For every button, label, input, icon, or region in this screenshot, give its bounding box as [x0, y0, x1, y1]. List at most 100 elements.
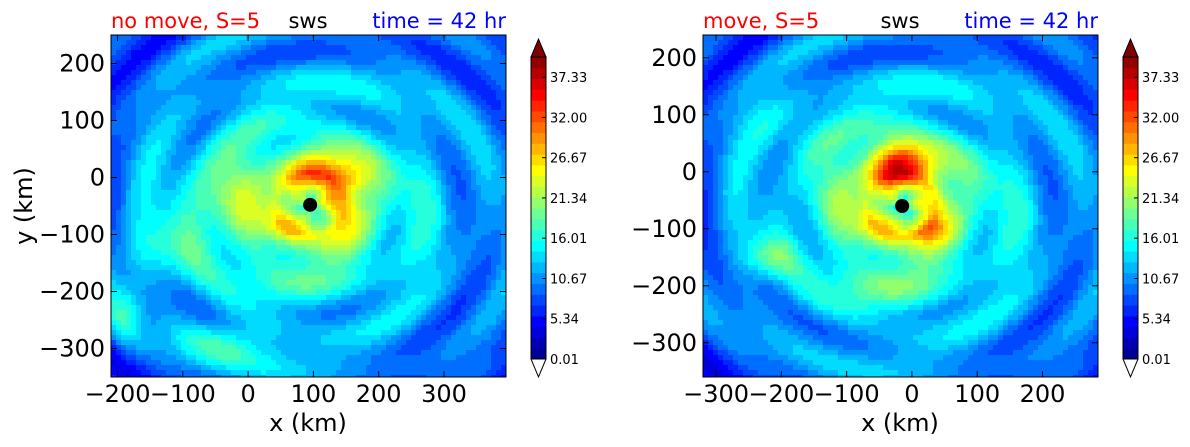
colorbar-band: [531, 186, 546, 198]
y-tick-label: 100: [59, 107, 105, 135]
colorbar-band: [1123, 261, 1138, 274]
colorbar-tick-label: 37.33: [1142, 71, 1179, 86]
x-tick-label: −200: [85, 380, 151, 408]
colorbar-band: [531, 261, 546, 274]
x-tick-label: 100: [954, 380, 1000, 408]
colorbar-tick-label: 10.67: [550, 272, 587, 287]
colorbar-band: [531, 100, 546, 112]
colorbar-tick-label: 21.34: [550, 192, 587, 207]
contour-field-no-move: [111, 35, 506, 377]
title-case: no move, S=5: [111, 9, 260, 33]
colorbar-band: [1123, 218, 1138, 231]
x-axis-label: x (km): [861, 409, 939, 437]
plot-frame: [110, 34, 507, 378]
x-tick-label: −200: [748, 380, 814, 408]
colorbar-frame: [530, 56, 547, 360]
colorbar-band: [531, 240, 546, 252]
colorbar-band: [1123, 57, 1138, 69]
colorbar-band: [531, 154, 546, 166]
colorbar-band: [1123, 315, 1138, 328]
colorbar-band: [531, 110, 546, 123]
colorbar-frame: [1122, 56, 1139, 360]
colorbar-tick-label: 26.67: [1142, 152, 1179, 167]
colorbar-band: [1123, 240, 1138, 252]
colorbar-band: [1123, 186, 1138, 198]
contour-field-move: [703, 35, 1098, 377]
colorbar-band: [1123, 78, 1138, 90]
colorbar-band: [1123, 197, 1138, 209]
colorbar-band: [1123, 229, 1138, 241]
x-tick-label: 0: [904, 380, 919, 408]
colorbar-band: [531, 229, 546, 241]
x-tick-label: 300: [421, 380, 467, 408]
y-tick-label: −200: [631, 272, 697, 300]
colorbar-tick-label: 16.01: [1142, 232, 1179, 247]
colorbar-tick-label: 21.34: [1142, 192, 1179, 207]
colorbar-band: [531, 218, 546, 231]
colorbar-band: [1123, 294, 1138, 306]
y-axis-label: y (km): [10, 167, 38, 245]
title-case: move, S=5: [703, 9, 819, 33]
title-time: time = 42 hr: [372, 9, 506, 33]
colorbar-band: [1123, 251, 1138, 263]
colorbar-band: [1123, 154, 1138, 166]
colorbar-band: [1123, 175, 1138, 187]
colorbar-extend-min: [530, 358, 547, 379]
colorbar-band: [1123, 337, 1138, 349]
storm-center-marker: [303, 197, 318, 212]
colorbar-band: [531, 294, 546, 306]
storm-center-marker: [895, 199, 910, 213]
colorbar-band: [531, 348, 546, 360]
colorbar-band: [531, 305, 546, 317]
x-tick-label: −100: [814, 380, 880, 408]
colorbar-tick-label: 16.01: [550, 232, 587, 247]
x-tick-label: 200: [356, 380, 402, 408]
colorbar-extend-max: [530, 37, 547, 58]
colorbar-tick-label: 0.01: [1142, 353, 1171, 368]
x-tick-label: −300: [683, 380, 749, 408]
title-variable: sws: [288, 9, 327, 33]
colorbar-band: [531, 57, 546, 69]
y-tick-label: 100: [651, 101, 697, 129]
x-axis-label: x (km): [269, 409, 347, 437]
colorbar-band: [1123, 348, 1138, 360]
colorbar-band: [531, 283, 546, 295]
y-tick-label: 200: [59, 50, 105, 78]
colorbar-move: 37.33 32.00 26.67 21.34 16.01 10.67 5.34 0.01: [1122, 37, 1179, 379]
title-variable: sws: [880, 9, 919, 33]
colorbar-band: [531, 208, 546, 220]
colorbar-extend-max: [1122, 37, 1139, 58]
colorbar-band: [531, 143, 546, 155]
colorbar-band: [1123, 121, 1138, 133]
colorbar-band: [1123, 132, 1138, 144]
colorbar-tick-label: 10.67: [1142, 272, 1179, 287]
colorbar-band: [1123, 67, 1138, 80]
y-tick-label: −200: [39, 278, 105, 306]
colorbar-tick-label: 32.00: [550, 111, 587, 126]
colorbar-band: [531, 315, 546, 328]
colorbar-tick-label: 5.34: [1142, 313, 1171, 328]
colorbar-band: [1123, 110, 1138, 123]
colorbar-no-move: 37.33 32.00 26.67 21.34 16.01 10.67 5.34 0.01: [530, 37, 587, 379]
y-tick-label: 0: [90, 164, 105, 192]
colorbar-band: [531, 272, 546, 284]
x-tick-label: −100: [150, 380, 216, 408]
colorbar-tick-label: 37.33: [550, 71, 587, 86]
colorbar-band: [531, 175, 546, 187]
colorbar-tick-label: 0.01: [550, 353, 579, 368]
colorbar-band: [531, 164, 546, 177]
plot-frame: [702, 34, 1099, 378]
colorbar-band: [1123, 305, 1138, 317]
x-tick-label: 200: [1020, 380, 1066, 408]
colorbar-band: [1123, 164, 1138, 177]
colorbar-band: [531, 67, 546, 80]
title-time: time = 42 hr: [964, 9, 1098, 33]
colorbar-band: [1123, 89, 1138, 101]
colorbar-band: [531, 326, 546, 338]
y-tick-label: 0: [682, 158, 697, 186]
y-tick-label: −300: [39, 335, 105, 363]
